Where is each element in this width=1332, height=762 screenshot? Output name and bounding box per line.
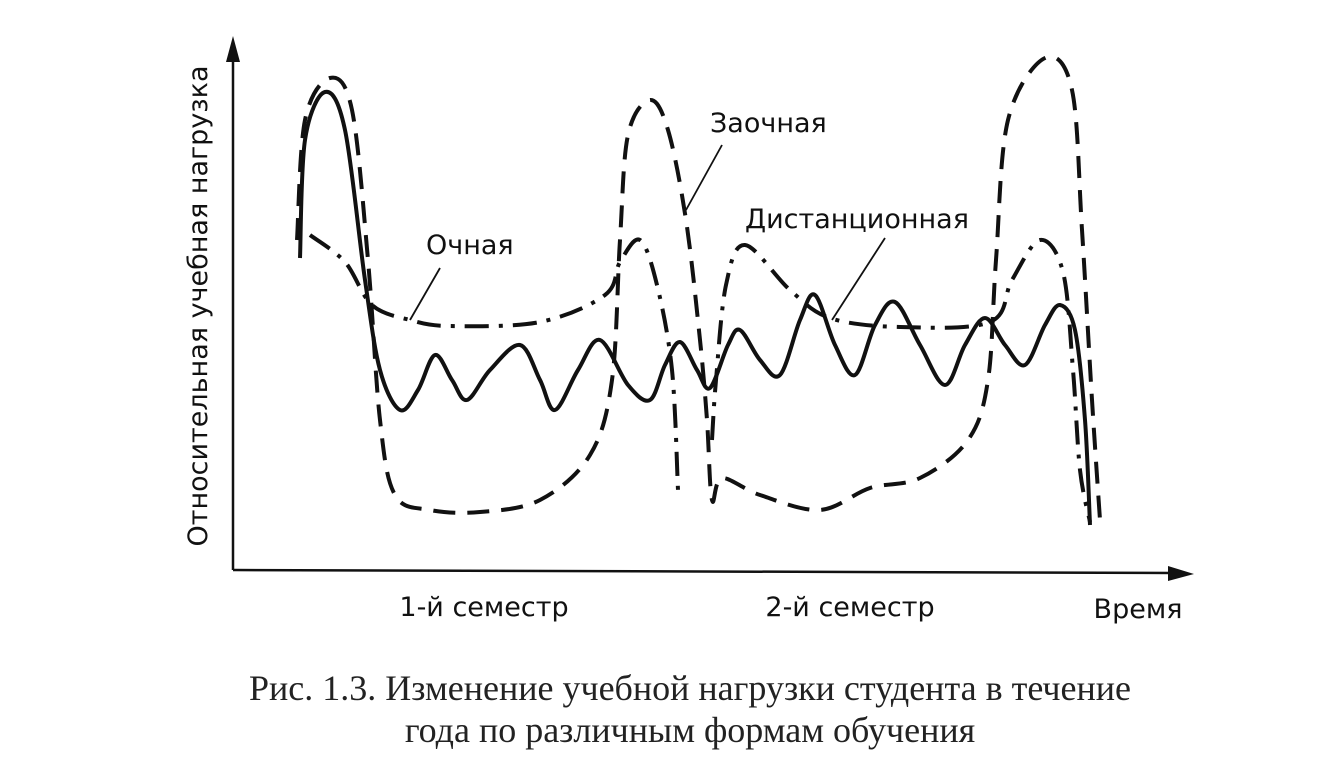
x-axis bbox=[232, 568, 1176, 575]
curve-distance bbox=[308, 233, 680, 491]
curve-correspondence bbox=[295, 54, 1102, 521]
x-label: 2-й семестр bbox=[765, 592, 934, 623]
x-label: 1-й семестр bbox=[399, 592, 568, 623]
x-axis-arrow bbox=[1168, 566, 1194, 581]
curve-label: Заочная bbox=[710, 108, 827, 139]
leader-line bbox=[409, 267, 441, 321]
curve-full-time bbox=[298, 89, 1092, 526]
leader-line bbox=[685, 144, 723, 211]
curve-distance bbox=[710, 237, 1092, 523]
curve-label: Очная bbox=[426, 230, 514, 261]
y-axis-label: Относительная учебная нагрузка bbox=[183, 65, 214, 546]
y-axis-arrow bbox=[226, 36, 240, 62]
leader-line bbox=[831, 237, 886, 321]
caption: года по различным формам обучения bbox=[405, 710, 975, 750]
curve-label: Дистанционная bbox=[745, 204, 969, 235]
x-axis-label: Время bbox=[1094, 594, 1183, 625]
caption: Рис. 1.3. Изменение учебной нагрузки сту… bbox=[249, 668, 1131, 708]
